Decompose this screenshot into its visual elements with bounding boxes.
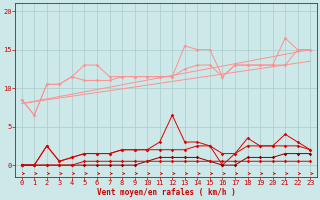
- X-axis label: Vent moyen/en rafales ( km/h ): Vent moyen/en rafales ( km/h ): [97, 188, 236, 197]
